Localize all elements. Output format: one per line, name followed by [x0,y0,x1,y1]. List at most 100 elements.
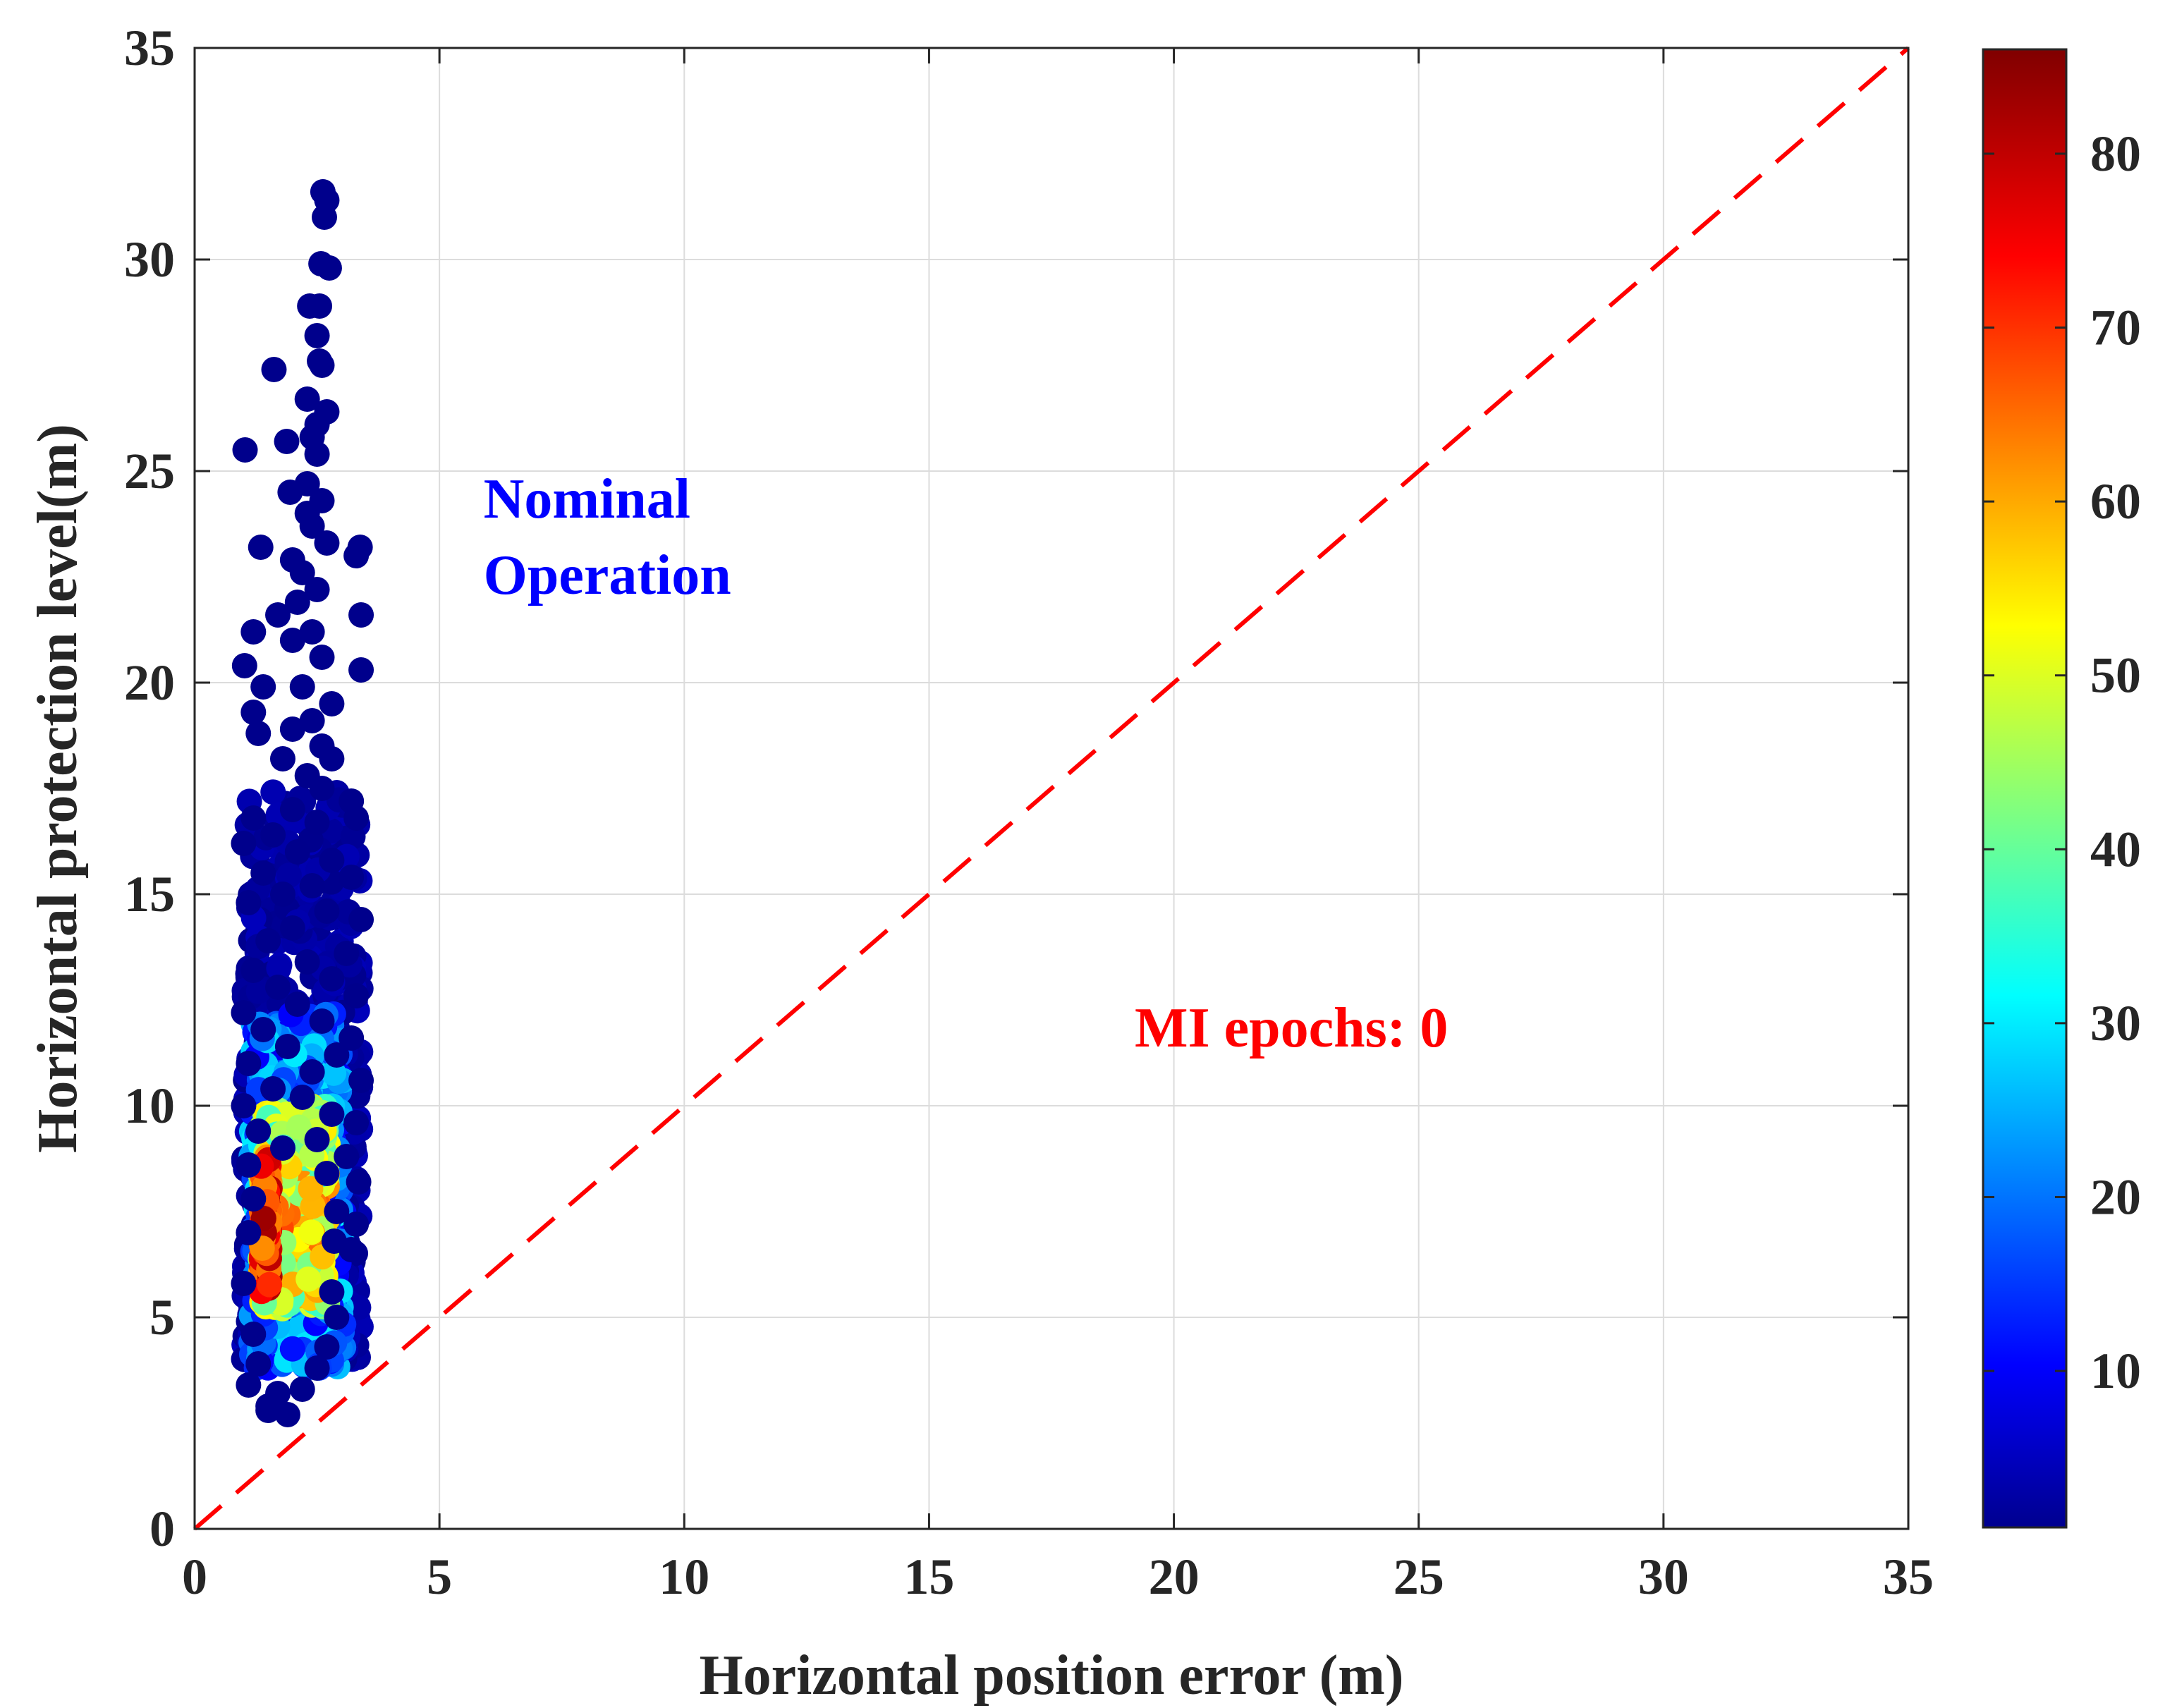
scatter-point-outlier [319,691,345,716]
colorbar-tick-label: 40 [2090,821,2141,877]
scatter-point-outlier [255,1398,281,1423]
y-axis-ticks: 0 5 10 15 20 25 30 35 [124,20,1908,1557]
scatter-point [298,1219,324,1245]
y-tick-label: 5 [150,1289,175,1346]
scatter-point-outlier [319,1102,345,1127]
scatter-point-outlier [343,1110,370,1135]
scatter-point-outlier [279,628,305,653]
scatter-point-outlier [245,1351,272,1377]
x-tick-label: 5 [427,1549,452,1605]
scatter-point-outlier [319,746,345,771]
scatter-point-outlier [240,700,267,725]
colorbar-tick-label: 50 [2090,647,2141,704]
scatter-point-outlier [339,1025,365,1051]
scatter-point-outlier [236,890,262,915]
scatter-point-outlier [284,590,310,615]
scatter-point-outlier [294,949,320,975]
scatter-point-outlier [231,653,257,678]
scatter-point-outlier [304,441,330,467]
plot-frame [193,47,1910,1530]
scatter-point [266,956,292,982]
scatter-point-outlier [250,1017,276,1042]
colorbar-tick-label: 80 [2090,126,2141,182]
scatter-point-outlier [339,865,365,890]
scatter-point-outlier [269,1135,295,1161]
x-tick-label: 20 [1149,1549,1200,1605]
colorbar-tick-label: 30 [2090,995,2141,1051]
scatter-point-outlier [319,848,345,873]
scatter-point-outlier [319,1279,345,1305]
scatter-point-outlier [319,966,345,992]
colorbar [1982,48,2068,1529]
scatter-point-outlier [309,776,335,801]
scatter-point [295,1266,322,1292]
scatter-point-outlier [339,1237,365,1262]
scatter-point-outlier [255,928,281,953]
x-tick-label: 35 [1883,1549,1934,1605]
scatter-point-outlier [324,1042,350,1068]
scatter-point-outlier [232,437,258,463]
scatter-point-outlier [250,674,276,700]
scatter-point-outlier [304,323,330,348]
scatter-point-outlier [240,805,267,831]
scatter-point-outlier [274,1402,300,1427]
scatter-point-outlier [265,975,291,1000]
scatter-point-outlier [309,353,335,378]
scatter-point-outlier [343,805,370,831]
scatter-point-outlier [299,513,325,539]
scatter-point [340,824,366,850]
x-tick-label: 15 [903,1549,954,1605]
scatter-point-outlier [284,992,310,1017]
colorbar-tick-label: 70 [2090,300,2141,356]
scatter-point-outlier [343,1212,370,1237]
scatter-point-outlier [265,602,291,628]
y-tick-label: 35 [124,20,175,76]
x-tick-label: 10 [659,1549,709,1605]
scatter-point-outlier [261,357,287,382]
scatter-point-outlier [245,1118,272,1144]
scatter-point-outlier [314,1161,340,1186]
scatter-point-outlier [299,619,325,645]
scatter-point-outlier [348,907,374,932]
scatter-point-outlier [299,873,325,898]
scatter-point-outlier [348,1068,374,1093]
scatter-point-outlier [311,205,337,230]
scatter-point-outlier [231,1093,257,1118]
scatter-point-outlier [236,1220,262,1245]
scatter-point-outlier [314,530,340,556]
scatter-point-outlier [348,602,374,628]
scatter-point-outlier [274,429,300,454]
x-tick-label: 0 [182,1549,207,1605]
colorbar-tick-label: 20 [2090,1169,2141,1225]
scatter-point-outlier [304,810,330,835]
scatter-point-outlier [334,941,360,966]
y-axis-label: Horizontal protection level(m) [27,424,89,1153]
scatter-point-outlier [231,1271,257,1296]
x-axis-label: Horizontal position error (m) [699,1645,1403,1707]
scatter-point-outlier [314,1334,340,1360]
annotation-mi-epochs: MI epochs: 0 [1135,997,1448,1059]
x-axis-ticks: 0 5 10 15 20 25 30 35 [182,48,1934,1605]
scatter-point-outlier [279,915,305,941]
scatter-point-outlier [240,958,267,983]
scatter-point [245,978,272,1004]
y-tick-label: 30 [124,231,175,288]
scatter-point-outlier [289,674,315,700]
scatter-point-outlier [250,860,276,886]
scatter-point-outlier [245,721,272,746]
scatter-point-outlier [240,1186,267,1212]
scatter-point-outlier [279,797,305,822]
x-tick-label: 25 [1394,1549,1444,1605]
colorbar-tick-label: 10 [2090,1343,2141,1399]
scatter-point-outlier [316,255,342,281]
y-tick-label: 0 [150,1501,175,1557]
scatter-point-outlier [274,1034,300,1059]
colorbar-tick-label: 60 [2090,473,2141,530]
scatter-point-outlier [248,535,274,560]
scatter-point-outlier [236,1372,262,1398]
scatter-point-outlier [314,898,340,924]
scatter-point-outlier [309,1008,335,1034]
colorbar-ticks: 10 20 30 40 50 60 70 80 [1983,126,2141,1399]
scatter-point [286,1114,312,1140]
